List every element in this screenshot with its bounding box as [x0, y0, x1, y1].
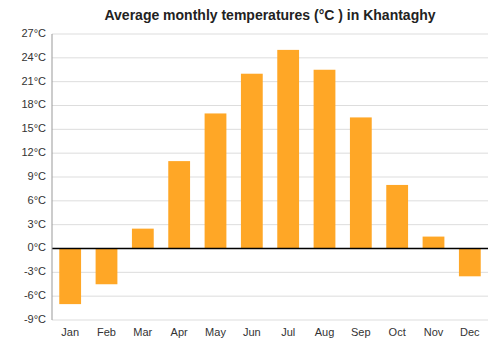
grid-line — [52, 272, 488, 273]
bar — [386, 185, 408, 249]
y-grid — [52, 34, 488, 320]
y-tick-label: 9°C — [28, 170, 47, 182]
grid-line — [52, 105, 488, 106]
bar — [459, 249, 481, 277]
y-tick-label: 27°C — [21, 27, 46, 39]
bar — [350, 117, 372, 248]
grid-line — [52, 177, 488, 178]
bar — [314, 70, 336, 249]
grid-line — [52, 81, 488, 82]
x-tick-label: Nov — [424, 326, 444, 338]
x-tick-label: May — [205, 326, 226, 338]
y-tick-label: 3°C — [28, 218, 47, 230]
y-tick-label: 24°C — [21, 51, 46, 63]
y-tick-label: 0°C — [28, 241, 47, 253]
chart-container: -9°C -6°C -3°C 0°C 3°C 6°C 9°C 12°C 15°C 18°C 21°C… — [0, 0, 500, 350]
y-tick-label: -9°C — [24, 313, 46, 325]
y-tick-label: -3°C — [24, 265, 46, 277]
x-tick-label: Mar — [133, 326, 152, 338]
x-tick-label: Aug — [315, 326, 335, 338]
x-tick-label: Apr — [171, 326, 188, 338]
grid-line — [52, 320, 488, 321]
bar — [59, 249, 81, 305]
grid-line — [52, 248, 488, 249]
x-tick-label: Oct — [389, 326, 406, 338]
y-tick-label: -6°C — [24, 289, 46, 301]
bar — [423, 237, 445, 249]
y-tick-label: 12°C — [21, 146, 46, 158]
bar — [168, 161, 190, 248]
x-tick-label: Jun — [243, 326, 261, 338]
grid-line — [52, 129, 488, 130]
grid-line — [52, 296, 488, 297]
bars — [59, 50, 480, 304]
grid-line — [52, 224, 488, 225]
grid-line — [52, 57, 488, 58]
y-tick-label: 15°C — [21, 122, 46, 134]
grid-line — [52, 200, 488, 201]
bar — [241, 74, 263, 249]
bar — [277, 50, 299, 249]
y-axis-line — [52, 34, 53, 320]
chart-title: Average monthly temperatures (°C ) in Kh… — [104, 7, 435, 23]
y-tick-label: 6°C — [28, 194, 47, 206]
x-tick-label: Feb — [97, 326, 116, 338]
bar — [205, 113, 227, 248]
x-tick-label: Jul — [281, 326, 295, 338]
bar — [96, 249, 118, 285]
chart-svg: -9°C -6°C -3°C 0°C 3°C 6°C 9°C 12°C 15°C 18°C 21°C… — [0, 0, 500, 350]
grid-line — [52, 34, 488, 35]
y-tick-label: 18°C — [21, 98, 46, 110]
x-tick-label: Dec — [460, 326, 480, 338]
x-tick-label: Jan — [61, 326, 79, 338]
grid-line — [52, 153, 488, 154]
y-tick-labels: -9°C -6°C -3°C 0°C 3°C 6°C 9°C 12°C 15°C 18°C 21°C… — [21, 27, 46, 325]
zero-line — [52, 248, 488, 250]
x-tick-labels: Jan Feb Mar Apr May Jun Jul Aug Sep Oct Nov Dec — [61, 326, 480, 338]
x-tick-label: Sep — [351, 326, 371, 338]
y-tick-label: 21°C — [21, 75, 46, 87]
bar — [132, 229, 154, 249]
